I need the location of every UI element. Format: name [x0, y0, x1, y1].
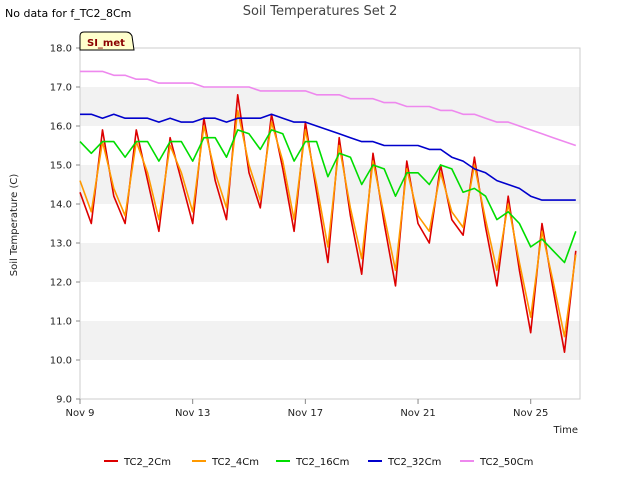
- y-tick-label: 10.0: [50, 356, 72, 367]
- y-tick-label: 17.0: [50, 83, 72, 94]
- x-axis: Nov 9 Nov 13 Nov 17 Nov 21 Nov 25: [65, 399, 548, 419]
- x-tick-label: Nov 13: [175, 408, 210, 419]
- y-tick-label: 14.0: [50, 200, 72, 211]
- badge-shape: [79, 31, 135, 51]
- legend-label: TC2_32Cm: [387, 457, 441, 468]
- x-tick-label: Nov 25: [513, 408, 548, 419]
- series-line-tc2-4cm: [79, 109, 577, 338]
- badge-label: SI_met: [87, 38, 125, 49]
- grid-band: [80, 282, 580, 321]
- x-tick-label: Nov 21: [400, 408, 435, 419]
- legend-label: TC2_4Cm: [211, 457, 259, 468]
- y-axis: 9.0 10.0 11.0 12.0 13.0 14.0 15.0 16.0 17.0 18.0: [50, 44, 80, 406]
- grid-band: [80, 87, 580, 126]
- chart-title: Soil Temperatures Set 2: [243, 4, 398, 19]
- y-tick-label: 11.0: [50, 317, 72, 328]
- grid-band: [80, 243, 580, 282]
- legend-label: TC2_2Cm: [123, 457, 171, 468]
- y-tick-label: 15.0: [50, 161, 72, 172]
- plot-frame: [79, 47, 581, 400]
- site-badge: SI_met: [79, 31, 135, 51]
- x-tick-label: Nov 17: [288, 408, 323, 419]
- series-line-tc2-32cm: [80, 113, 576, 201]
- series-line-tc2-16cm: [79, 129, 577, 264]
- y-tick-label: 12.0: [50, 278, 72, 289]
- no-data-note: No data for f_TC2_8Cm: [5, 7, 132, 20]
- legend-label: TC2_50Cm: [479, 457, 533, 468]
- legend: TC2_2Cm TC2_4Cm TC2_16Cm TC2_32Cm TC2_50Cm: [104, 457, 533, 468]
- x-tick-label: Nov 9: [65, 408, 94, 419]
- y-tick-label: 13.0: [50, 239, 72, 250]
- series-lines: [79, 70, 577, 354]
- x-axis-label: Time: [553, 425, 578, 436]
- grid-band: [80, 360, 580, 399]
- y-tick-label: 9.0: [56, 395, 72, 406]
- y-tick-label: 18.0: [50, 44, 72, 55]
- grid-band: [80, 126, 580, 165]
- y-tick-label: 16.0: [50, 122, 72, 133]
- legend-label: TC2_16Cm: [295, 457, 349, 468]
- grid-band: [80, 321, 580, 360]
- grid-band: [80, 48, 580, 87]
- y-axis-label: Soil Temperature (C): [9, 174, 20, 277]
- series-line-tc2-50cm: [80, 70, 577, 147]
